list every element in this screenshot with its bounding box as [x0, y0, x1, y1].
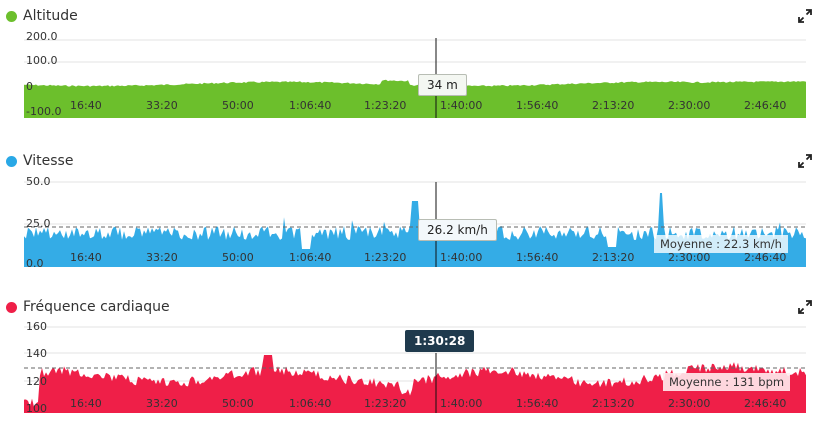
heart-rate-chart[interactable]: 160 140 120 100 16:40 33:20 50:00 1:06:4… — [0, 297, 822, 413]
expand-arrows-icon[interactable] — [798, 154, 812, 168]
cursor-time-tooltip: 1:30:28 — [405, 330, 475, 352]
x-tick-label: 2:30:00 — [668, 397, 710, 410]
x-tick-label: 1:06:40 — [289, 397, 331, 410]
x-tick-label: 33:20 — [146, 99, 178, 112]
x-tick-label: 1:06:40 — [289, 99, 331, 112]
x-tick-label: 1:56:40 — [516, 397, 558, 410]
y-tick-label: -100.0 — [26, 105, 61, 118]
altitude-title: Altitude — [6, 6, 78, 26]
expand-arrows-icon[interactable] — [798, 9, 812, 23]
x-tick-label: 1:06:40 — [289, 251, 331, 264]
x-tick-label: 50:00 — [222, 99, 254, 112]
y-tick-label: 100.0 — [26, 54, 58, 67]
x-tick-label: 33:20 — [146, 397, 178, 410]
speed-title: Vitesse — [6, 151, 73, 171]
speed-y-axis: 50.0 25.0 0.0 — [26, 175, 51, 267]
x-tick-label: 1:56:40 — [516, 99, 558, 112]
altitude-legend-dot — [6, 10, 17, 22]
x-tick-label: 2:46:40 — [744, 397, 786, 410]
altitude-title-label: Altitude — [23, 8, 78, 24]
x-tick-label: 1:40:00 — [440, 99, 482, 112]
heart-rate-y-axis: 160 140 120 100 — [26, 320, 47, 413]
x-tick-label: 50:00 — [222, 397, 254, 410]
speed-panel: Vitesse 50.0 25.0 0.0 16:40 33:20 50:00 … — [0, 151, 822, 267]
y-tick-label: 200.0 — [26, 30, 58, 43]
speed-average-label: Moyenne : 22.3 km/h — [654, 235, 788, 253]
altitude-x-axis: 16:40 33:20 50:00 1:06:40 1:23:20 1:40:0… — [70, 99, 786, 112]
speed-chart[interactable]: 50.0 25.0 0.0 16:40 33:20 50:00 1:06:40 … — [0, 151, 822, 267]
y-tick-label: 140 — [26, 347, 47, 360]
speed-title-label: Vitesse — [23, 153, 74, 169]
y-tick-label: 0 — [26, 80, 33, 93]
x-tick-label: 2:13:20 — [592, 251, 634, 264]
y-tick-label: 25.0 — [26, 217, 51, 230]
heart-rate-legend-dot — [6, 301, 17, 313]
speed-area — [24, 193, 806, 267]
x-tick-label: 1:23:20 — [364, 99, 406, 112]
speed-legend-dot — [6, 155, 17, 167]
x-tick-label: 1:40:00 — [440, 397, 482, 410]
speed-tooltip: 26.2 km/h — [418, 219, 497, 241]
y-tick-label: 100 — [26, 402, 47, 413]
y-tick-label: 0.0 — [26, 257, 44, 267]
speed-x-axis: 16:40 33:20 50:00 1:06:40 1:23:20 1:40:0… — [70, 251, 786, 264]
altitude-area — [24, 79, 806, 118]
expand-arrows-icon[interactable] — [798, 300, 812, 314]
x-tick-label: 1:23:20 — [364, 397, 406, 410]
x-tick-label: 2:46:40 — [744, 99, 786, 112]
x-tick-label: 16:40 — [70, 251, 102, 264]
altitude-chart[interactable]: 200.0 100.0 0 -100.0 16:40 33:20 50:00 1… — [0, 6, 822, 118]
x-tick-label: 2:13:20 — [592, 397, 634, 410]
heart-rate-average-label: Moyenne : 131 bpm — [663, 373, 791, 391]
x-tick-label: 2:30:00 — [668, 251, 710, 264]
altitude-tooltip: 34 m — [418, 74, 467, 96]
y-tick-label: 160 — [26, 320, 47, 333]
altitude-y-axis: 200.0 100.0 0 -100.0 — [26, 30, 61, 118]
x-tick-label: 2:46:40 — [744, 251, 786, 264]
heart-rate-area — [24, 355, 806, 413]
x-tick-label: 1:23:20 — [364, 251, 406, 264]
x-tick-label: 1:56:40 — [516, 251, 558, 264]
y-tick-label: 50.0 — [26, 175, 51, 188]
y-tick-label: 120 — [26, 375, 47, 388]
x-tick-label: 1:40:00 — [440, 251, 482, 264]
heart-rate-title-label: Fréquence cardiaque — [23, 299, 170, 315]
altitude-panel: Altitude 200.0 100.0 0 -100.0 16:40 33:2… — [0, 6, 822, 118]
heart-rate-title: Fréquence cardiaque — [6, 297, 170, 317]
x-tick-label: 2:30:00 — [668, 99, 710, 112]
x-tick-label: 50:00 — [222, 251, 254, 264]
x-tick-label: 2:13:20 — [592, 99, 634, 112]
x-tick-label: 16:40 — [70, 397, 102, 410]
heart-rate-panel: Fréquence cardiaque 160 140 120 100 16:4… — [0, 297, 822, 413]
heart-rate-x-axis: 16:40 33:20 50:00 1:06:40 1:23:20 1:40:0… — [70, 397, 786, 410]
x-tick-label: 33:20 — [146, 251, 178, 264]
x-tick-label: 16:40 — [70, 99, 102, 112]
